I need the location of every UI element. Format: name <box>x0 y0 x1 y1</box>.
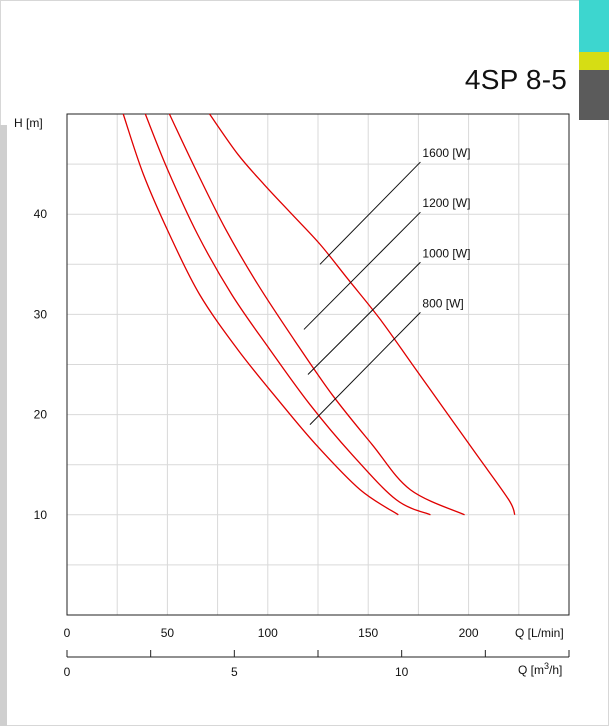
chart-axes: 0 50 100 150 200 10 20 30 40 0 5 10 <box>34 207 570 679</box>
color-tab-gray <box>579 70 609 120</box>
x-tick-label: 100 <box>258 626 278 640</box>
color-tab-teal <box>579 0 609 52</box>
chart-grid <box>67 114 569 615</box>
x-tick-label: 200 <box>459 626 479 640</box>
leader-line <box>309 312 421 425</box>
leader-line <box>307 261 421 375</box>
y-tick-label: 20 <box>34 408 48 422</box>
curve-1600w <box>209 113 516 516</box>
curve-label: 800 [W] <box>422 296 463 310</box>
y-tick-label: 10 <box>34 508 48 522</box>
curve-800w <box>122 113 399 516</box>
x2-tick-label: 0 <box>64 665 71 679</box>
plot-area-frame <box>66 113 570 616</box>
x-tick-label: 150 <box>358 626 378 640</box>
model-title: 4SP 8-5 <box>464 64 567 95</box>
leader-lines <box>303 161 421 425</box>
x2-axis-label: Q [m3/h] <box>518 661 562 677</box>
y-tick-label: 40 <box>34 207 48 221</box>
performance-curves <box>122 113 516 516</box>
curve-label: 1600 [W] <box>422 146 470 160</box>
y-axis-label: H [m] <box>14 116 43 130</box>
leader-line <box>303 211 421 330</box>
curve-1200w <box>168 113 465 516</box>
y-tick-label: 30 <box>34 307 48 321</box>
left-edge-strip <box>0 125 7 726</box>
curve-labels: 1600 [W] 1200 [W] 1000 [W] 800 [W] <box>422 146 470 310</box>
curve-label: 1200 [W] <box>422 196 470 210</box>
x2-tick-label: 10 <box>395 665 409 679</box>
x-tick-label: 0 <box>64 626 71 640</box>
curve-label: 1000 [W] <box>422 246 470 260</box>
x-axis-label: Q [L/min] <box>515 626 564 640</box>
curve-1000w <box>144 113 431 516</box>
color-tab-lime <box>579 52 609 70</box>
x-tick-label: 50 <box>161 626 175 640</box>
leader-line <box>319 161 421 265</box>
x2-tick-label: 5 <box>231 665 238 679</box>
